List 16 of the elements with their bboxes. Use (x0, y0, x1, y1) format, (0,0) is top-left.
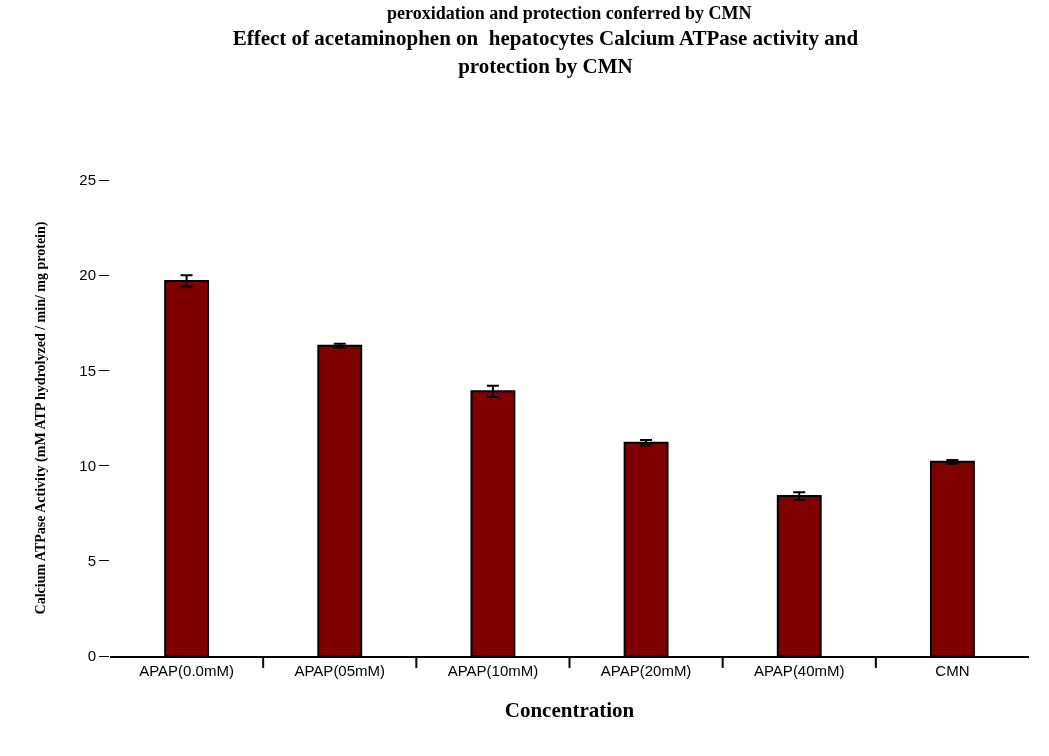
x-tick-label: CMN (935, 661, 970, 679)
x-tick-label: APAP(20mM) (600, 661, 692, 679)
y-tick-label: 10 (79, 456, 96, 474)
x-tick-label: APAP(10mM) (447, 661, 539, 679)
y-tick-label: 5 (87, 552, 96, 570)
y-tick-label: 25 (79, 171, 96, 189)
text: peroxidation and protection conferred by CMN (387, 3, 752, 23)
y-tick-label: 0 (87, 647, 96, 665)
y-tick-label: 15 (79, 361, 96, 379)
x-tick-label: APAP(40mM) (753, 661, 845, 679)
x-tick-label: APAP(0.0mM) (139, 661, 234, 679)
x-tick-label: APAP(05mM) (294, 661, 386, 679)
chart-title: Effect of acetaminophen on hepatocytes Calcium ATPase activity and protection by CMN (232, 26, 859, 78)
y-tick-label: 20 (79, 266, 96, 284)
x-axis-title: Concentration (504, 698, 635, 723)
y-axis-title: Calcium ATPase Activity (mM ATP hydrolyzed / min/ mg protein) (32, 221, 49, 615)
